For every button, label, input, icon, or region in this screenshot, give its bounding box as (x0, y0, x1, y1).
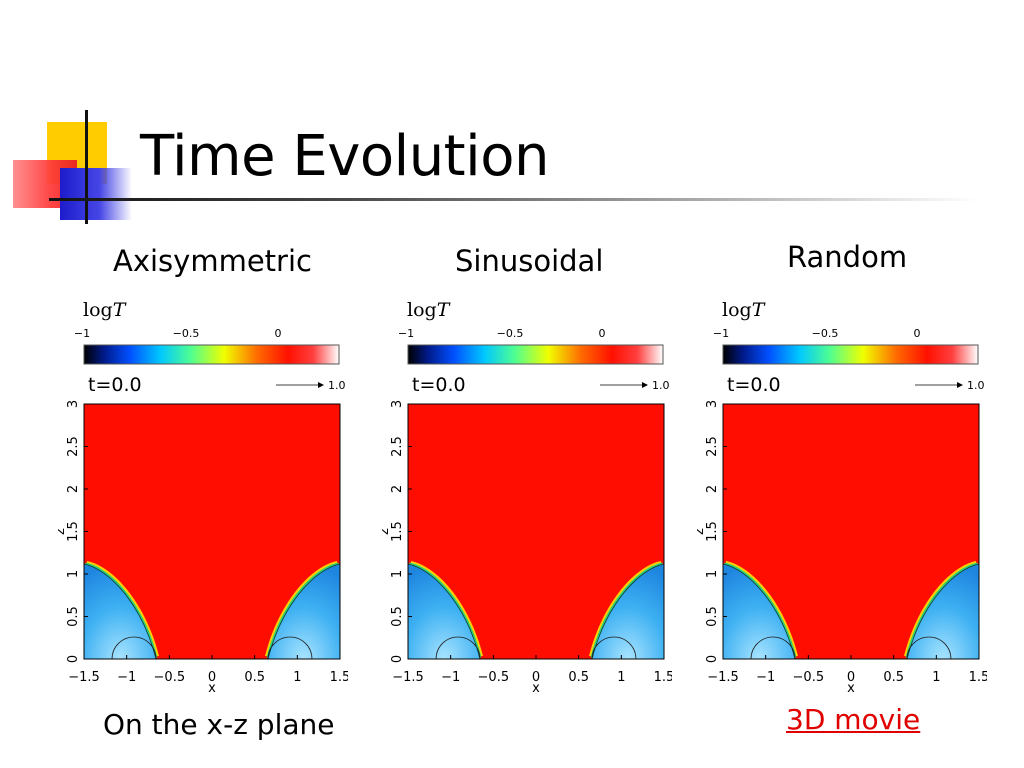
plot-panel-random: logT −1 −0.5 0 t=0.0 1.0 0 0.5 1 1.5 2 2.5 3 z −1.5 −1 −… (697, 290, 987, 700)
x-tick-label: −1 (756, 670, 775, 685)
colorbar-tick: −0.5 (812, 327, 839, 340)
z-tick-label: 0 (705, 655, 720, 663)
contour-line (591, 636, 637, 660)
x-tick-label: −0.5 (793, 670, 825, 685)
cool-region (267, 563, 341, 660)
contour-line (267, 636, 313, 660)
colorbar-tick: −0.5 (497, 327, 524, 340)
z-tick-label: 1.5 (390, 521, 405, 542)
colorbar-tick: −1 (398, 327, 414, 340)
x-tick-label: 0 (847, 670, 855, 685)
z-axis-label: z (58, 528, 68, 535)
z-tick-label: 1 (390, 570, 405, 578)
contour-line (435, 636, 481, 660)
z-tick-label: 2.5 (66, 436, 81, 457)
time-label: t=0.0 (727, 374, 781, 396)
x-tick-label: 1.5 (969, 670, 987, 685)
z-axis-label: z (382, 528, 392, 535)
z-axis-label: z (697, 528, 707, 535)
colorbar-tick: −1 (713, 327, 729, 340)
colorbar-tick: 0 (914, 327, 921, 340)
colorbar-label: logT (407, 299, 451, 321)
z-tick-label: 0 (66, 655, 81, 663)
x-tick-label: −0.5 (154, 670, 186, 685)
scale-arrow-label: 1.0 (652, 379, 670, 392)
z-tick-label: 2.5 (390, 436, 405, 457)
x-tick-label: 1 (617, 670, 625, 685)
decor-vertical-line (85, 110, 88, 224)
z-tick-label: 3 (705, 400, 720, 408)
colorbar-label: logT (83, 299, 127, 321)
plot-panel-sinusoidal: logT −1 −0.5 0 t=0.0 1.0 0 0.5 1 1.5 2 2.5 3 z −1.5 −1 −… (382, 290, 672, 700)
x-tick-label: 1 (293, 670, 301, 685)
contour-line (111, 636, 157, 660)
z-tick-label: 0 (390, 655, 405, 663)
movie-link[interactable]: 3D movie (786, 703, 921, 736)
colorbar (407, 344, 664, 365)
z-tick-label: 2 (705, 485, 720, 493)
scale-arrow-label: 1.0 (328, 379, 346, 392)
contour-line (750, 636, 796, 660)
z-tick-label: 1.5 (705, 521, 720, 542)
z-tick-label: 0.5 (66, 606, 81, 627)
heading-random: Random (787, 240, 908, 274)
heading-axisymmetric: Axisymmetric (113, 244, 312, 278)
x-tick-label: 0.5 (244, 670, 265, 685)
x-tick-label: −1.5 (392, 670, 424, 685)
x-tick-label: 0 (532, 670, 540, 685)
z-tick-label: 2 (66, 485, 81, 493)
simulation-plot: logT −1 −0.5 0 t=0.0 1.0 0 0.5 1 1.5 2 2.5 3 z −1.5 −1 −… (382, 299, 672, 696)
scale-arrow-head (957, 382, 963, 388)
x-tick-label: −1.5 (707, 670, 739, 685)
colorbar-tick: −0.5 (173, 327, 200, 340)
z-tick-label: 0.5 (705, 606, 720, 627)
x-tick-label: 0.5 (883, 670, 904, 685)
cool-region (906, 563, 980, 660)
x-axis-label: x (847, 681, 855, 696)
z-tick-label: 2 (390, 485, 405, 493)
x-tick-label: 1.5 (654, 670, 672, 685)
colorbar (83, 344, 340, 365)
x-tick-label: −0.5 (478, 670, 510, 685)
z-tick-label: 1 (705, 570, 720, 578)
colorbar-label: logT (722, 299, 766, 321)
scale-arrow-head (318, 382, 324, 388)
plane-caption: On the x-z plane (103, 708, 335, 741)
cool-region (407, 563, 481, 660)
cool-region (591, 563, 665, 660)
title-underline (49, 198, 979, 201)
contour-line (906, 636, 952, 660)
heading-sinusoidal: Sinusoidal (455, 244, 604, 278)
plot-panel-axisymmetric: logT −1 −0.5 0 t=0.0 1.0 0 0.5 1 1.5 2 2.5 3 z −1.5 −1 −… (58, 290, 348, 700)
colorbar-tick: −1 (74, 327, 90, 340)
x-tick-label: −1 (117, 670, 136, 685)
z-tick-label: 0.5 (390, 606, 405, 627)
simulation-plot: logT −1 −0.5 0 t=0.0 1.0 0 0.5 1 1.5 2 2.5 3 z −1.5 −1 −… (58, 299, 348, 696)
x-axis-label: x (208, 681, 216, 696)
z-tick-label: 3 (390, 400, 405, 408)
colorbar-tick: 0 (275, 327, 282, 340)
time-label: t=0.0 (88, 374, 142, 396)
cool-region (722, 563, 796, 660)
simulation-plot: logT −1 −0.5 0 t=0.0 1.0 0 0.5 1 1.5 2 2.5 3 z −1.5 −1 −… (697, 299, 987, 696)
z-tick-label: 2.5 (705, 436, 720, 457)
colorbar (722, 344, 979, 365)
x-tick-label: 1.5 (330, 670, 348, 685)
x-tick-label: −1 (441, 670, 460, 685)
cool-region (83, 563, 157, 660)
colorbar-tick: 0 (599, 327, 606, 340)
x-tick-label: 1 (932, 670, 940, 685)
x-tick-label: 0 (208, 670, 216, 685)
z-tick-label: 1.5 (66, 521, 81, 542)
x-axis-label: x (532, 681, 540, 696)
z-tick-label: 1 (66, 570, 81, 578)
x-tick-label: −1.5 (68, 670, 100, 685)
scale-arrow-head (642, 382, 648, 388)
x-tick-label: 0.5 (568, 670, 589, 685)
time-label: t=0.0 (412, 374, 466, 396)
z-tick-label: 3 (66, 400, 81, 408)
decor-blue-square (60, 168, 132, 220)
slide-title: Time Evolution (140, 124, 549, 189)
scale-arrow-label: 1.0 (967, 379, 985, 392)
